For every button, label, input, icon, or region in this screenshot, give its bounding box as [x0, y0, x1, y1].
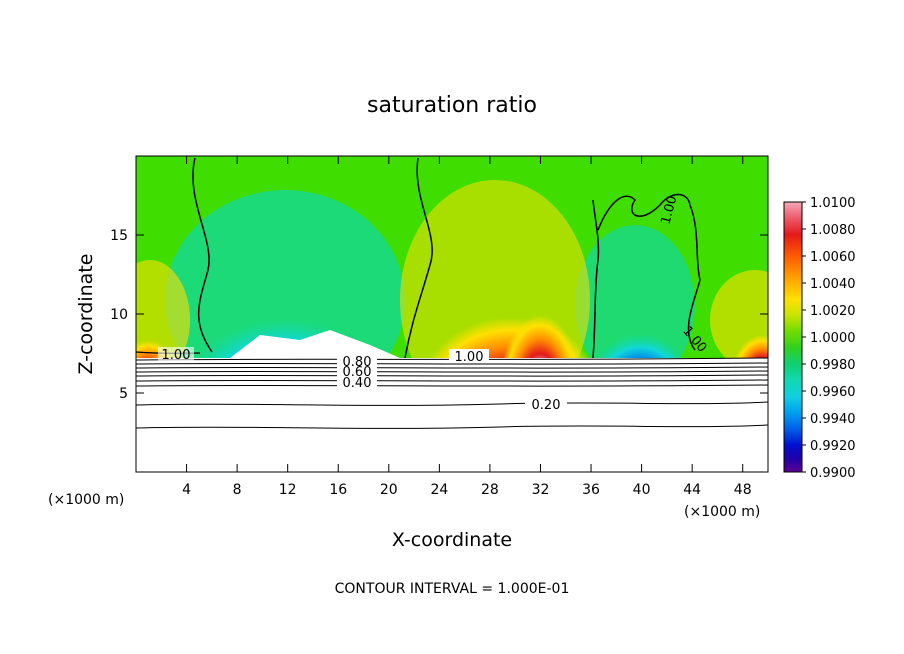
colorbar-tick-label: 0.9940: [810, 412, 856, 427]
colorbar-tick-label: 1.0000: [810, 331, 856, 346]
contour-line: [136, 362, 768, 365]
colorbar-tick-label: 0.9960: [810, 385, 856, 400]
x-tick-label: 4: [182, 482, 191, 498]
x-tick-label: 48: [734, 482, 752, 498]
colorbar-tick-label: 1.0100: [810, 196, 856, 211]
x-unit-label-left: (×1000 m): [48, 492, 124, 508]
contour-label: 1.00: [455, 350, 484, 365]
contour-label: 0.20: [532, 398, 561, 413]
contour-label: 0.60: [343, 365, 372, 380]
contour-line: [136, 401, 768, 406]
contour-line: [404, 157, 433, 359]
colorbar-tick-label: 1.0040: [810, 277, 856, 292]
contour-line: [136, 357, 768, 361]
y-tick-label: 15: [110, 228, 128, 244]
contour-label: 0.40: [343, 376, 372, 391]
colorbar: [783, 201, 803, 473]
contour-line: [592, 199, 600, 359]
contour-line: [597, 193, 701, 351]
x-tick-label: 28: [481, 482, 499, 498]
x-axis-ticks: 4 8 12 16 20 24 28 32 36 40 44 48: [182, 156, 752, 498]
chart-title: saturation ratio: [367, 93, 537, 118]
colorbar-tick-label: 0.9980: [810, 358, 856, 373]
x-tick-label: 12: [279, 482, 297, 498]
x-tick-label: 20: [380, 482, 398, 498]
contour-line: [136, 379, 768, 382]
y-tick-label: 10: [110, 307, 128, 323]
x-tick-label: 44: [683, 482, 701, 498]
x-tick-label: 32: [532, 482, 550, 498]
colorbar-tick-label: 0.9920: [810, 439, 856, 454]
x-tick-label: 16: [329, 482, 347, 498]
y-axis-label: Z-coordinate: [75, 254, 97, 375]
x-tick-label: 24: [430, 482, 448, 498]
contour-line: [136, 374, 768, 377]
colorbar-tick-label: 0.9900: [810, 466, 856, 481]
x-tick-label: 36: [582, 482, 600, 498]
colorbar-ticks: 1.0100 1.0080 1.0060 1.0040 1.0020 1.0000 0.99…: [802, 196, 856, 481]
contour-line: [136, 366, 768, 369]
contour-line: [136, 424, 768, 429]
colorbar-tick-label: 1.0020: [810, 304, 856, 319]
contour-label: 1.00: [162, 348, 191, 363]
contour-line: [192, 157, 213, 353]
x-unit-label-right: (×1000 m): [684, 504, 760, 520]
contour-line: [136, 384, 768, 387]
y-tick-label: 5: [119, 386, 128, 402]
colorbar-tick-label: 1.0080: [810, 223, 856, 238]
x-tick-label: 40: [633, 482, 651, 498]
x-tick-label: 8: [233, 482, 242, 498]
colorbar-tick-label: 1.0060: [810, 250, 856, 265]
plot-field: [136, 156, 768, 472]
contour-label: 1.00: [658, 194, 680, 226]
x-axis-label: X-coordinate: [392, 529, 512, 551]
y-axis-ticks: 5 10 15: [110, 228, 768, 402]
contour-interval-note: CONTOUR INTERVAL = 1.000E-01: [335, 581, 570, 597]
contour-line: [136, 370, 768, 373]
